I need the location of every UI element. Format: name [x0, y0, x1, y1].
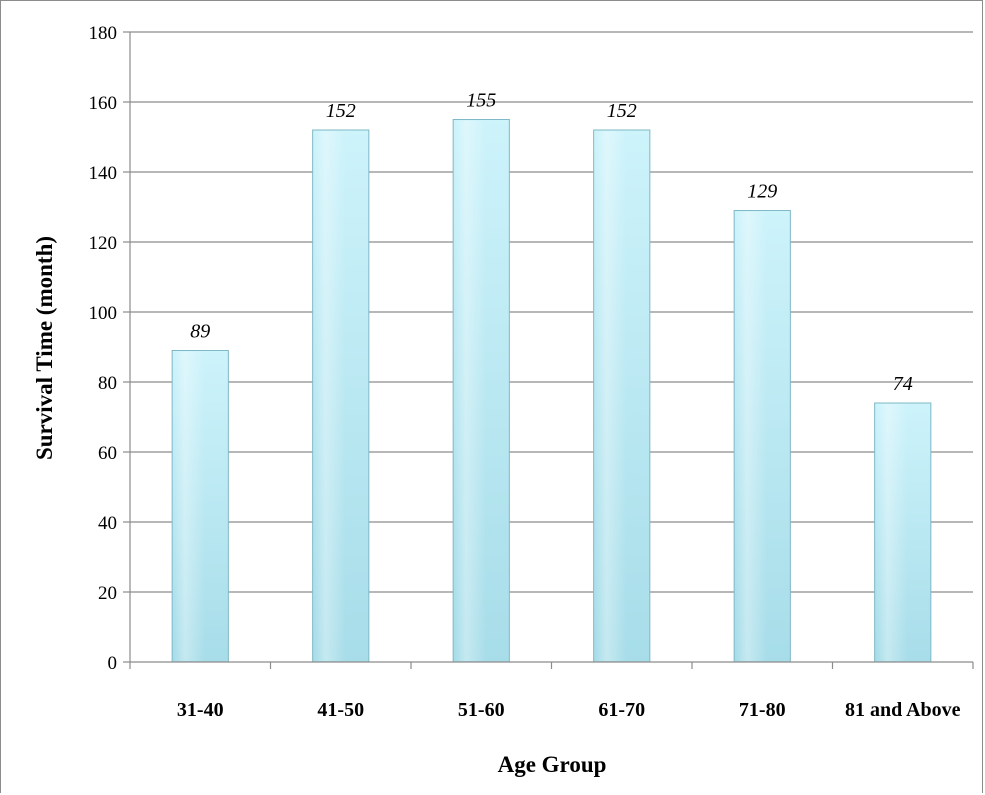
bar-highlight [455, 120, 487, 661]
y-tick-label: 40 [98, 513, 117, 534]
bar-highlight [736, 211, 768, 661]
x-category-label: 51-60 [458, 699, 505, 721]
x-category-label: 71-80 [739, 699, 786, 721]
x-category-label: 31-40 [177, 699, 224, 721]
axes [123, 31, 974, 669]
y-tick-label: 160 [89, 93, 118, 114]
data-labels: 89 152 155 152 129 74 [190, 90, 913, 396]
bars [171, 119, 932, 663]
bar-highlight [595, 131, 627, 661]
gridlines [130, 31, 973, 593]
data-label: 155 [466, 90, 496, 112]
data-label: 129 [747, 181, 777, 203]
y-tick-labels: 0 20 40 60 80 100 120 140 160 180 [89, 23, 118, 674]
y-tick-label: 20 [98, 583, 117, 604]
x-category-label: 61-70 [598, 699, 645, 721]
y-tick-label: 0 [108, 653, 118, 674]
y-tick-label: 80 [98, 373, 117, 394]
x-category-labels: 31-40 41-50 51-60 61-70 71-80 81 and Above [177, 699, 961, 721]
y-tick-label: 100 [89, 303, 118, 324]
y-tick-label: 60 [98, 443, 117, 464]
data-label: 152 [607, 100, 637, 122]
x-category-label: 81 and Above [845, 699, 961, 721]
y-axis-title: Survival Time (month) [32, 236, 57, 460]
bar-highlight [876, 404, 908, 661]
bar-highlight [314, 131, 346, 661]
y-tick-label: 180 [89, 23, 118, 44]
x-category-label: 41-50 [317, 699, 364, 721]
data-label: 152 [326, 100, 356, 122]
bar-highlight [174, 351, 206, 661]
data-label: 89 [190, 321, 210, 343]
y-tick-label: 140 [89, 163, 118, 184]
y-tick-label: 120 [89, 233, 118, 254]
x-axis-title: Age Group [498, 752, 607, 777]
data-label: 74 [893, 373, 913, 395]
